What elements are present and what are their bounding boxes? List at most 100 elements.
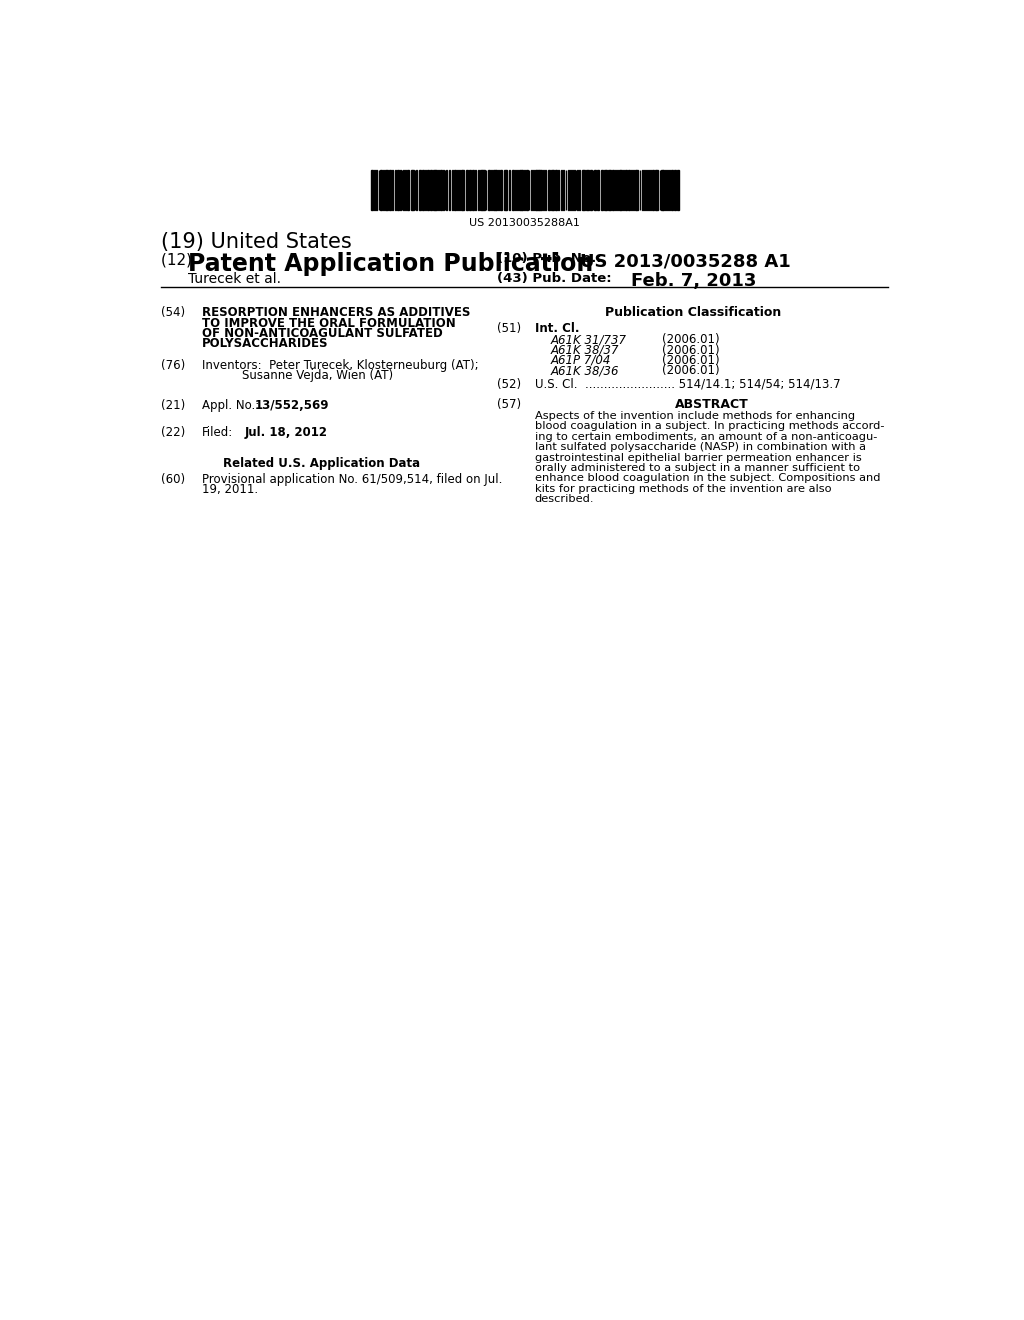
Bar [642, 170, 643, 210]
Bar [604, 170, 605, 210]
Text: (57): (57) [497, 397, 521, 411]
Bar [407, 170, 410, 210]
Bar [515, 170, 516, 210]
Text: TO IMPROVE THE ORAL FORMULATION: TO IMPROVE THE ORAL FORMULATION [202, 317, 456, 330]
Bar [674, 170, 677, 210]
Text: (2006.01): (2006.01) [662, 343, 720, 356]
Bar [637, 170, 638, 210]
Bar [646, 170, 647, 210]
Text: gastrointestinal epithelial barrier permeation enhancer is: gastrointestinal epithelial barrier perm… [535, 453, 861, 462]
Bar [391, 170, 393, 210]
Text: orally administered to a subject in a manner sufficient to: orally administered to a subject in a ma… [535, 463, 860, 473]
Bar [487, 170, 490, 210]
Bar [558, 170, 559, 210]
Bar [440, 170, 441, 210]
Text: U.S. Cl.  ........................ 514/14.1; 514/54; 514/13.7: U.S. Cl. ........................ 514/14… [535, 378, 841, 391]
Text: Int. Cl.: Int. Cl. [535, 322, 580, 335]
Bar [656, 170, 658, 210]
Bar [452, 170, 454, 210]
Bar [540, 170, 542, 210]
Bar [608, 170, 609, 210]
Bar [480, 170, 481, 210]
Bar [475, 170, 476, 210]
Text: blood coagulation in a subject. In practicing methods accord-: blood coagulation in a subject. In pract… [535, 421, 885, 432]
Bar [652, 170, 654, 210]
Bar [548, 170, 550, 210]
Text: (10) Pub. No.:: (10) Pub. No.: [497, 252, 602, 265]
Bar [677, 170, 679, 210]
Text: (2006.01): (2006.01) [662, 333, 720, 346]
Bar [504, 170, 506, 210]
Text: (60): (60) [162, 473, 185, 486]
Bar [397, 170, 399, 210]
Bar [490, 170, 493, 210]
Text: 13/552,569: 13/552,569 [255, 399, 329, 412]
Bar [463, 170, 464, 210]
Text: Related U.S. Application Data: Related U.S. Application Data [223, 457, 420, 470]
Text: described.: described. [535, 494, 594, 504]
Bar [419, 170, 421, 210]
Text: A61K 38/36: A61K 38/36 [550, 364, 618, 378]
Bar [478, 170, 479, 210]
Text: (2006.01): (2006.01) [662, 364, 720, 378]
Text: (43) Pub. Date:: (43) Pub. Date: [497, 272, 611, 285]
Bar [584, 170, 585, 210]
Text: (76): (76) [162, 359, 185, 372]
Bar [469, 170, 471, 210]
Bar [568, 170, 569, 210]
Bar [525, 170, 528, 210]
Bar [594, 170, 596, 210]
Bar [662, 170, 663, 210]
Text: (12): (12) [162, 252, 198, 268]
Text: Feb. 7, 2013: Feb. 7, 2013 [631, 272, 757, 290]
Bar [571, 170, 573, 210]
Bar [649, 170, 651, 210]
Text: (21): (21) [162, 399, 185, 412]
Text: (54): (54) [162, 306, 185, 319]
Text: ABSTRACT: ABSTRACT [675, 397, 749, 411]
Text: RESORPTION ENHANCERS AS ADDITIVES: RESORPTION ENHANCERS AS ADDITIVES [202, 306, 471, 319]
Bar [669, 170, 671, 210]
Text: kits for practicing methods of the invention are also: kits for practicing methods of the inven… [535, 483, 831, 494]
Bar [438, 170, 439, 210]
Text: Aspects of the invention include methods for enhancing: Aspects of the invention include methods… [535, 411, 855, 421]
Bar [494, 170, 496, 210]
Bar [537, 170, 539, 210]
Bar [545, 170, 547, 210]
Text: Jul. 18, 2012: Jul. 18, 2012 [245, 426, 328, 440]
Text: (19) United States: (19) United States [162, 232, 352, 252]
Bar [427, 170, 429, 210]
Bar [519, 170, 521, 210]
Text: Appl. No.:: Appl. No.: [202, 399, 267, 412]
Bar [509, 170, 510, 210]
Bar [597, 170, 599, 210]
Text: (22): (22) [162, 426, 185, 440]
Bar [430, 170, 432, 210]
Bar [371, 170, 373, 210]
Bar [435, 170, 437, 210]
Bar [433, 170, 435, 210]
Text: Provisional application No. 61/509,514, filed on Jul.: Provisional application No. 61/509,514, … [202, 473, 503, 486]
Bar [498, 170, 500, 210]
Text: Filed:: Filed: [202, 426, 233, 440]
Bar [532, 170, 535, 210]
Bar [671, 170, 674, 210]
Bar [628, 170, 631, 210]
Text: Susanne Vejda, Wien (AT): Susanne Vejda, Wien (AT) [243, 370, 393, 381]
Bar [482, 170, 484, 210]
Bar [472, 170, 474, 210]
Text: lant sulfated polysaccharide (NASP) in combination with a: lant sulfated polysaccharide (NASP) in c… [535, 442, 866, 453]
Text: 19, 2011.: 19, 2011. [202, 483, 258, 496]
Bar [543, 170, 544, 210]
Bar [385, 170, 388, 210]
Bar [512, 170, 514, 210]
Text: Publication Classification: Publication Classification [604, 306, 780, 319]
Bar [500, 170, 503, 210]
Bar [466, 170, 468, 210]
Bar [633, 170, 634, 210]
Text: (51): (51) [497, 322, 521, 335]
Bar [394, 170, 396, 210]
Bar [621, 170, 622, 210]
Text: (52): (52) [497, 378, 521, 391]
Bar [380, 170, 382, 210]
